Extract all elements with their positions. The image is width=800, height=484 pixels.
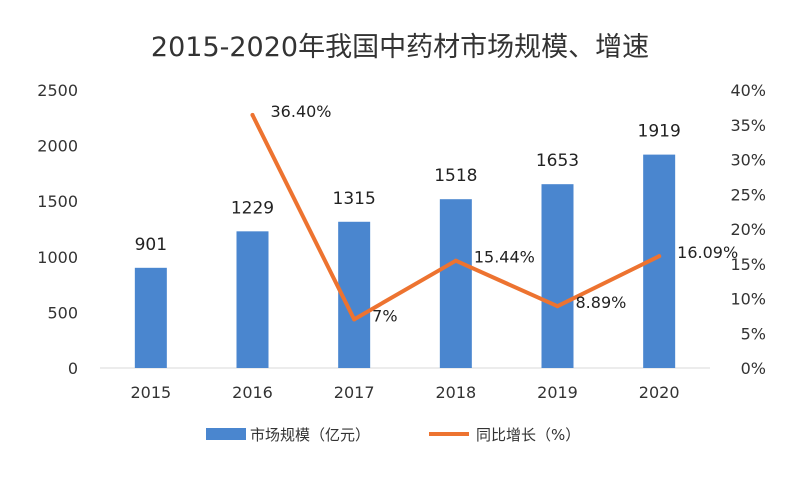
legend: 市场规模（亿元） 同比增长（%）	[206, 426, 580, 444]
x-tick-label: 2019	[537, 383, 578, 402]
left-tick-label: 1500	[37, 192, 78, 211]
line-point	[657, 254, 662, 259]
line-series	[250, 113, 662, 322]
line-point	[555, 304, 560, 309]
bar	[236, 231, 269, 368]
x-tick-label: 2018	[435, 383, 476, 402]
left-tick-label: 2000	[37, 137, 78, 156]
right-tick-label: 20%	[730, 220, 766, 239]
line-value-label: 8.89%	[576, 293, 627, 312]
line-value-label: 16.09%	[677, 243, 738, 262]
x-axis-ticks: 2015 2016 2017 2018 2019 2020	[130, 383, 679, 402]
line-value-label: 36.40%	[271, 102, 332, 121]
bar-value-label: 1653	[536, 151, 579, 171]
bar	[439, 199, 472, 368]
bar-value-label: 1919	[638, 122, 681, 142]
x-tick-label: 2020	[639, 383, 680, 402]
right-tick-label: 15%	[730, 255, 766, 274]
bar-value-labels: 901 1229 1315 1518 1653 1919	[135, 122, 681, 255]
bar	[134, 267, 167, 368]
x-tick-label: 2017	[334, 383, 375, 402]
right-tick-label: 35%	[730, 116, 766, 135]
bar-value-label: 1229	[231, 198, 274, 218]
bar	[541, 184, 574, 368]
bar-value-label: 1518	[434, 166, 477, 186]
legend-line-label: 同比增长（%）	[476, 426, 580, 444]
line-point	[453, 258, 458, 263]
left-tick-label: 2500	[37, 81, 78, 100]
bar-series	[134, 154, 676, 368]
legend-bar-label: 市场规模（亿元）	[250, 426, 370, 444]
right-tick-label: 30%	[730, 151, 766, 170]
right-tick-label: 25%	[730, 185, 766, 204]
line-value-label: 15.44%	[474, 248, 535, 267]
left-axis-ticks: 0 500 1000 1500 2000 2500	[37, 81, 78, 378]
right-tick-label: 0%	[741, 359, 766, 378]
line-point	[352, 317, 357, 322]
x-tick-label: 2016	[232, 383, 273, 402]
right-axis-ticks: 0% 5% 10% 15% 20% 25% 30% 35% 40%	[730, 81, 766, 378]
bar-value-label: 1315	[333, 189, 376, 209]
right-tick-label: 5%	[741, 324, 766, 343]
bar-value-label: 901	[135, 235, 167, 255]
legend-bar-swatch	[206, 428, 246, 440]
right-tick-label: 40%	[730, 81, 766, 100]
left-tick-label: 0	[68, 359, 78, 378]
left-tick-label: 500	[47, 303, 78, 322]
line-point	[250, 113, 255, 118]
left-tick-label: 1000	[37, 248, 78, 267]
x-tick-label: 2015	[130, 383, 171, 402]
line-value-labels: 36.40% 7% 15.44% 8.89% 16.09%	[271, 102, 739, 325]
right-tick-label: 10%	[730, 290, 766, 309]
line-value-label: 7%	[372, 306, 397, 325]
chart-title: 2015-2020年我国中药材市场规模、增速	[151, 32, 649, 63]
